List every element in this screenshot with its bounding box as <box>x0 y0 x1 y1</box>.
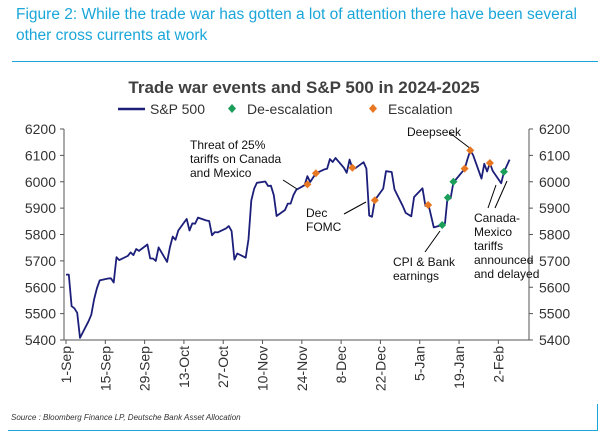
y-tick-label-left: 6000 <box>25 174 56 190</box>
arrow-canada-mexico-2 <box>494 180 508 209</box>
y-tick-label-right: 5700 <box>539 253 570 269</box>
de-escalation-marker <box>499 167 508 176</box>
arrow-dec-fomc <box>343 201 367 215</box>
escalation-marker <box>485 159 494 168</box>
escalation-marker <box>370 196 379 205</box>
annotations: Threat of 25% tariffs on Canada and Mexi… <box>190 125 539 283</box>
x-tick-label: 5-Jan <box>412 346 428 381</box>
legend-label-de-escalation: De-escalation <box>247 101 333 117</box>
bottom-divider <box>8 430 598 431</box>
left-y-tick-labels: 5400 5500 5600 5700 5800 5900 6000 6100 6200 <box>25 121 64 348</box>
de-escalation-marker <box>449 177 458 186</box>
y-tick-label-left: 6200 <box>25 121 56 137</box>
x-tick-label: 2-Feb <box>490 346 506 383</box>
escalation-marker <box>348 163 357 172</box>
title-divider <box>12 61 598 62</box>
corner-rule <box>597 404 598 431</box>
y-tick-label-right: 5600 <box>539 279 570 295</box>
x-tick-label: 15-Sep <box>97 346 113 391</box>
escalation-marker <box>303 180 312 189</box>
y-tick-label-right: 5500 <box>539 306 570 322</box>
y-tick-label-right: 6000 <box>539 174 570 190</box>
de-escalation-marker <box>438 221 447 230</box>
y-tick-label-left: 5500 <box>25 306 56 322</box>
annotation-dec-fomc: Dec FOMC <box>306 206 342 234</box>
y-tick-label-right: 5400 <box>539 332 570 348</box>
legend-label-escalation: Escalation <box>388 101 453 117</box>
y-tick-label-right: 5900 <box>539 200 570 216</box>
chart-title: Trade war events and S&P 500 in 2024-202… <box>128 78 479 97</box>
right-y-tick-labels: 5400 5500 5600 5700 5800 5900 6000 6100 6200 <box>529 121 570 348</box>
escalation-marker <box>466 146 475 155</box>
event-markers <box>303 146 508 230</box>
annotation-deepseek: Deepseek <box>407 125 462 139</box>
y-tick-label-left: 5700 <box>25 253 56 269</box>
x-tick-label: 24-Nov <box>294 346 310 391</box>
sp500-series-line <box>66 149 511 339</box>
legend-escalation-marker <box>369 104 377 113</box>
arrow-canada-mexico-1 <box>487 184 497 209</box>
arrow-deepseek <box>449 132 472 150</box>
legend-de-escalation-marker <box>228 104 236 113</box>
y-tick-label-right: 6200 <box>539 121 570 137</box>
escalation-marker <box>424 200 433 209</box>
y-tick-label-left: 5400 <box>25 332 56 348</box>
y-tick-label-left: 5900 <box>25 200 56 216</box>
x-tick-label: 29-Sep <box>137 346 153 391</box>
x-tick-label: 10-Nov <box>255 346 271 391</box>
x-tick-label: 22-Dec <box>372 346 388 391</box>
x-tick-label: 1-Sep <box>58 346 74 384</box>
escalation-marker <box>311 169 320 178</box>
x-tick-label: 27-Oct <box>215 346 231 388</box>
y-tick-label-right: 5800 <box>539 227 570 243</box>
source-note: Source : Bloomberg Finance LP, Deutsche … <box>11 413 241 422</box>
arrow-cpi-bank <box>424 230 441 253</box>
x-tick-label: 13-Oct <box>176 346 192 388</box>
annotation-arrows <box>282 132 508 253</box>
y-tick-label-left: 5800 <box>25 227 56 243</box>
x-tick-label: 8-Dec <box>333 346 349 383</box>
sp500-chart: Trade war events and S&P 500 in 2024-202… <box>25 78 571 391</box>
arrow-tariff-threat <box>282 179 298 190</box>
de-escalation-marker <box>443 193 452 202</box>
annotation-cpi-bank: CPI & Bank earnings <box>393 255 458 283</box>
y-tick-label-left: 6100 <box>25 147 56 163</box>
x-tick-labels: 1-Sep 15-Sep 29-Sep 13-Oct 27-Oct 10-Nov 24-No… <box>58 340 506 391</box>
y-tick-label-left: 5600 <box>25 279 56 295</box>
legend-label-sp500: S&P 500 <box>150 101 205 117</box>
axes <box>63 129 530 341</box>
annotation-canada-mexico: Canada- Mexico tariffs announced and del… <box>474 211 539 281</box>
x-tick-label: 19-Jan <box>451 346 467 389</box>
escalation-marker <box>460 164 469 173</box>
annotation-tariff-threat: Threat of 25% tariffs on Canada and Mexi… <box>190 138 285 180</box>
y-tick-label-right: 6100 <box>539 147 570 163</box>
figure-title: Figure 2: While the trade war has gotten… <box>16 6 577 44</box>
legend: S&P 500 De-escalation Escalation <box>118 101 453 117</box>
